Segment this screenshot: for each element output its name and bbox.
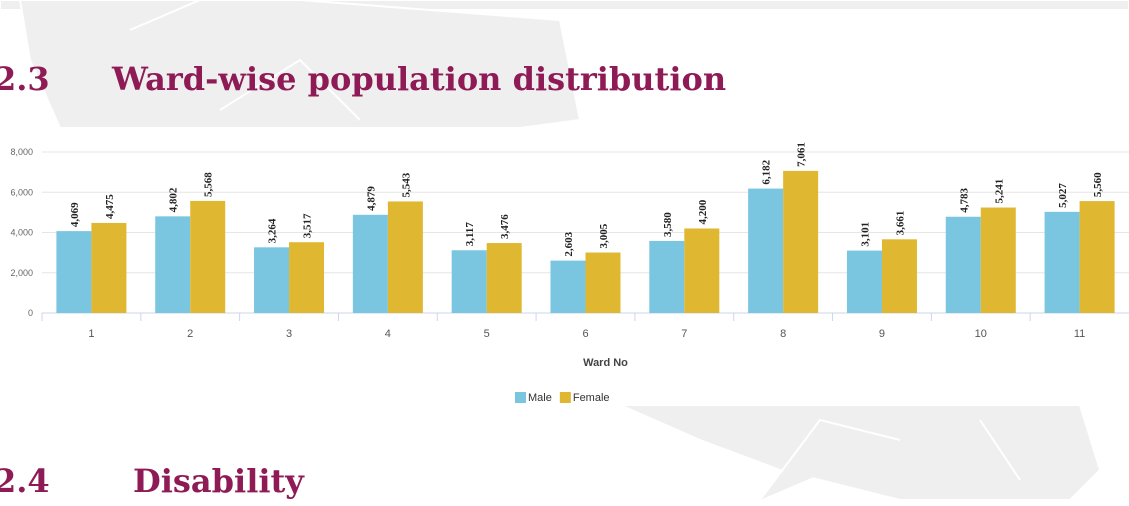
bar <box>945 216 981 313</box>
bar <box>387 201 423 313</box>
y-tick-label: 4,000 <box>10 228 33 238</box>
data-label: 6,182 <box>761 159 773 184</box>
bar <box>155 216 191 313</box>
y-tick-label: 2,000 <box>10 268 33 278</box>
x-axis-label: Ward No <box>583 357 628 369</box>
data-label: 7,061 <box>796 142 808 167</box>
bar <box>550 260 586 313</box>
x-tick-label: 2 <box>187 328 193 340</box>
data-label: 3,517 <box>302 213 314 238</box>
bar <box>649 240 685 313</box>
data-label: 4,783 <box>958 187 970 212</box>
section-number: 2.4 <box>0 462 50 500</box>
bar <box>254 247 290 313</box>
data-label: 5,027 <box>1057 183 1069 208</box>
bar <box>56 231 92 313</box>
x-tick-label: 5 <box>484 328 490 340</box>
x-tick-label: 6 <box>582 328 588 340</box>
section-title: Disability <box>133 462 305 500</box>
x-tick-label: 10 <box>975 328 987 340</box>
data-label: 3,580 <box>662 212 674 237</box>
x-tick-label: 7 <box>681 328 687 340</box>
bar <box>451 250 487 313</box>
x-tick-label: 9 <box>879 328 885 340</box>
section-number: 2.3 <box>0 60 50 98</box>
legend-label: Female <box>573 392 610 404</box>
bar <box>881 239 917 313</box>
bar <box>846 250 882 313</box>
data-label: 5,543 <box>400 172 412 197</box>
data-label: 3,661 <box>894 211 906 236</box>
x-tick-label: 8 <box>780 328 786 340</box>
bar <box>91 222 127 313</box>
bar <box>585 252 621 313</box>
bar <box>684 228 720 313</box>
y-tick-label: 8,000 <box>10 147 33 157</box>
data-label: 3,117 <box>464 222 476 247</box>
y-tick-label: 6,000 <box>10 187 33 197</box>
data-label: 5,560 <box>1092 172 1104 197</box>
data-label: 3,101 <box>859 222 871 247</box>
legend-swatch <box>515 392 526 403</box>
data-label: 4,200 <box>697 199 709 224</box>
legend-label: Male <box>528 392 552 404</box>
data-label: 4,475 <box>104 194 116 219</box>
legend-swatch <box>559 392 571 403</box>
chart: 0 2,000 4,000 6,000 8,000 1 4,069 4,475 2 4,802 5,… <box>10 142 1129 404</box>
y-tick-label: 0 <box>28 308 33 318</box>
data-label: 4,879 <box>365 186 377 211</box>
bar <box>190 200 226 313</box>
x-tick-label: 4 <box>385 328 391 340</box>
bar <box>352 214 388 313</box>
bar <box>980 207 1016 313</box>
bar <box>748 188 784 313</box>
bar <box>289 242 325 313</box>
data-label: 5,568 <box>203 172 215 197</box>
data-label: 3,476 <box>499 214 511 239</box>
x-tick-label: 11 <box>1074 328 1085 340</box>
bar <box>1044 211 1080 313</box>
data-label: 3,005 <box>598 223 610 248</box>
data-label: 4,069 <box>69 202 81 227</box>
bar <box>486 243 522 313</box>
data-label: 3,264 <box>267 218 279 243</box>
data-label: 4,802 <box>168 187 180 212</box>
data-label: 5,241 <box>993 179 1005 204</box>
x-tick-label: 3 <box>286 328 292 340</box>
bar <box>783 170 819 313</box>
section-title: Ward-wise population distribution <box>111 60 726 98</box>
data-label: 2,603 <box>563 231 575 256</box>
x-tick-label: 1 <box>88 328 94 340</box>
bar <box>1079 201 1115 313</box>
